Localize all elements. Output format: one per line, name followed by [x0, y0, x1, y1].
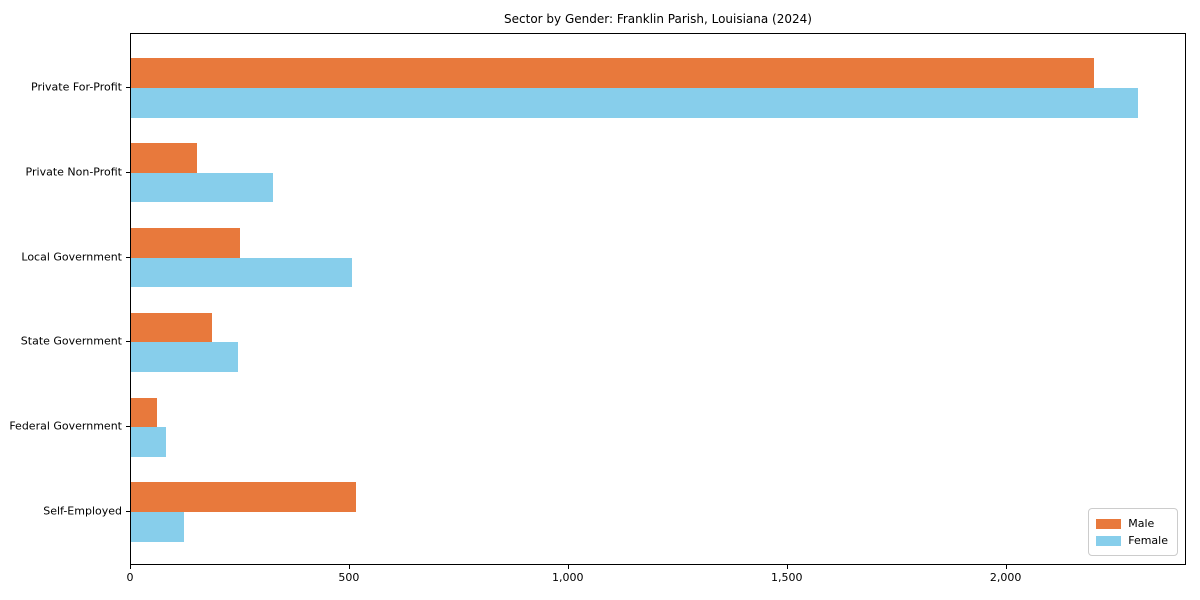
bar-female-local-government	[131, 257, 353, 288]
legend-item-female: Female	[1096, 532, 1168, 549]
x-tick-label-1-000: 1,000	[552, 571, 584, 584]
chart-title: Sector by Gender: Franklin Parish, Louis…	[504, 12, 812, 26]
legend-label-female: Female	[1128, 534, 1168, 547]
x-tick-label-1-500: 1,500	[770, 571, 803, 584]
bar-male-private-non-profit	[131, 143, 197, 173]
bar-male-self-employed	[131, 482, 357, 513]
y-tick-label-federal-government: Federal Government	[9, 419, 122, 433]
bar-female-state-government	[131, 342, 239, 373]
bar-female-federal-government	[131, 427, 167, 457]
bar-male-state-government	[131, 312, 212, 343]
x-tick-label-0: 0	[126, 571, 134, 584]
bar-female-private-for-profit	[131, 87, 1138, 118]
x-tick-label-2-000: 2,000	[989, 571, 1022, 584]
x-tick-mark	[348, 565, 350, 569]
x-tick-mark	[130, 565, 131, 569]
bar-female-self-employed	[131, 512, 184, 542]
y-tick-label-state-government: State Government	[20, 334, 122, 348]
x-tick-mark	[1005, 565, 1007, 569]
y-tick-mark	[126, 341, 130, 343]
female-color-swatch	[1096, 535, 1122, 546]
male-color-swatch	[1096, 518, 1122, 529]
x-tick-mark	[786, 565, 788, 569]
y-tick-mark	[126, 256, 130, 258]
plot-area: Male Female	[130, 33, 1186, 565]
bar-male-local-government	[131, 227, 241, 258]
y-tick-mark	[126, 171, 130, 173]
y-tick-mark	[126, 511, 130, 513]
y-tick-label-local-government: Local Government	[21, 250, 122, 264]
y-tick-label-private-for-profit: Private For-Profit	[31, 80, 122, 94]
y-tick-label-self-employed: Self-Employed	[43, 504, 122, 518]
legend-label-male: Male	[1128, 517, 1155, 530]
legend-item-male: Male	[1096, 515, 1168, 532]
x-tick-label-500: 500	[338, 571, 360, 584]
y-tick-label-private-non-profit: Private Non-Profit	[25, 165, 122, 179]
y-tick-mark	[126, 426, 130, 428]
legend: Male Female	[1088, 508, 1178, 556]
x-tick-mark	[567, 565, 569, 569]
y-tick-mark	[126, 86, 130, 88]
bar-male-private-for-profit	[131, 58, 1095, 88]
bar-female-private-non-profit	[131, 172, 274, 203]
bar-male-federal-government	[131, 397, 158, 428]
